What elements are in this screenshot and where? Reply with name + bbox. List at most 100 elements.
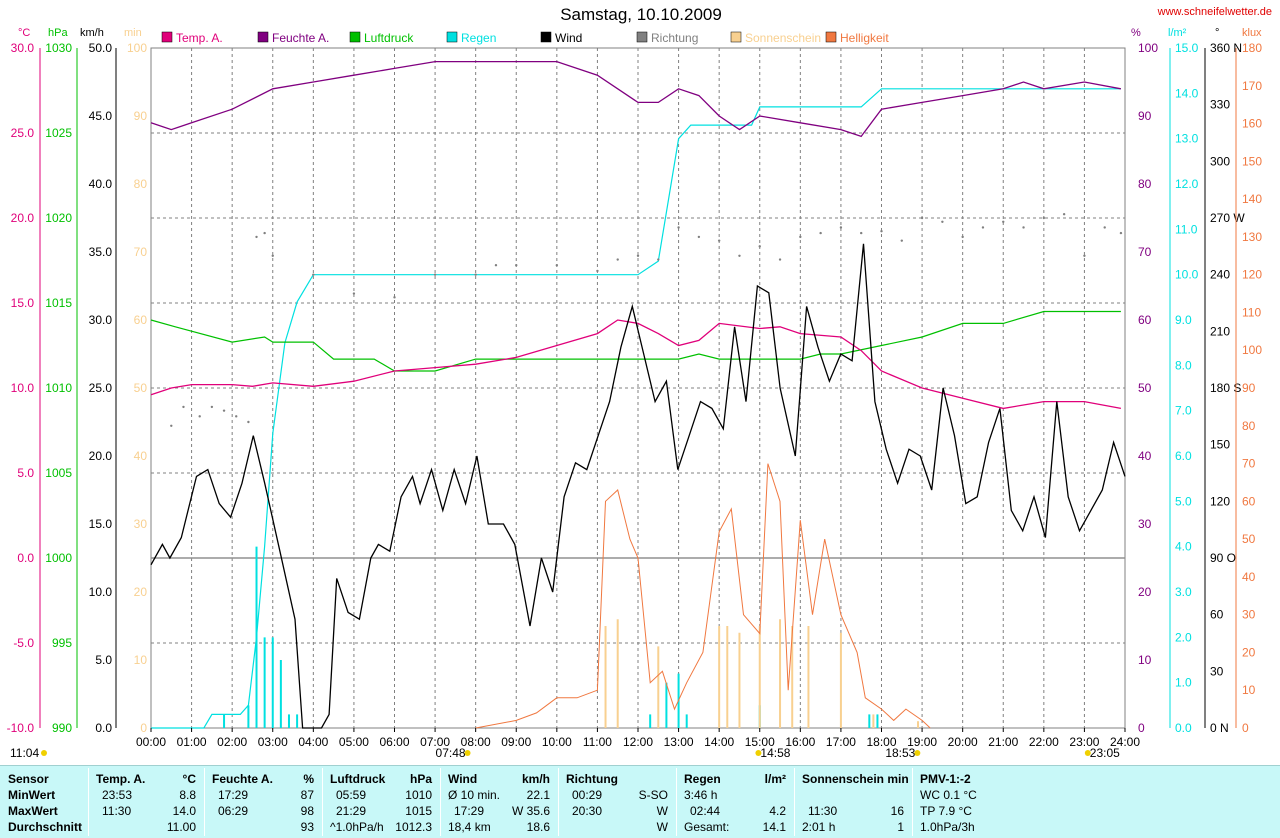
dir-avg-value: W [656, 820, 668, 834]
time-tick: 20:00 [948, 735, 978, 749]
light-tick: 10 [1242, 683, 1256, 697]
pmv-pressure-trend: 1.0hPa/3h [920, 820, 975, 834]
direction-dot [433, 273, 437, 276]
row-min: MinWert [8, 788, 56, 802]
direction-dot [1042, 216, 1046, 220]
time-tick: 15:00 [745, 735, 775, 749]
dir-max-value: W [656, 804, 668, 818]
direction-dot [758, 245, 761, 248]
rain-tick: 8.0 [1175, 358, 1192, 372]
rain-header: Regen [684, 772, 721, 786]
wind-unit: km/h [521, 772, 550, 786]
direction-dot [981, 226, 985, 229]
hum-tick: 50 [1138, 381, 1152, 395]
temp-max-value: 14.0 [172, 804, 196, 818]
temp-header: Temp. A. [96, 772, 146, 786]
time-tick: 13:00 [664, 735, 694, 749]
rain-tick: 1.0 [1175, 676, 1192, 690]
pres-trend: ^1.0hPa/h [330, 820, 384, 834]
sun-tick: 70 [134, 245, 148, 259]
time-tick: 05:00 [339, 735, 369, 749]
time-tick: 22:00 [1029, 735, 1059, 749]
hum-tick: 30 [1138, 517, 1152, 531]
hum-tick: 0 [1138, 721, 1145, 735]
rain-tick: 13.0 [1175, 132, 1199, 146]
direction-dot [596, 269, 599, 273]
pres-tick: 990 [52, 721, 72, 735]
hum-unit: % [303, 772, 314, 786]
hum-tick: 10 [1138, 653, 1152, 667]
pres-tick: 995 [52, 636, 72, 650]
series-line-temp-a [150, 319, 1122, 410]
temp-tick: -10.0 [7, 721, 35, 735]
light-tick: 40 [1242, 570, 1256, 584]
time-tick: 18:00 [866, 735, 896, 749]
rain-total-label: Gesamt: [684, 820, 730, 834]
direction-dot [860, 231, 863, 235]
hum-tick: 100 [1138, 41, 1158, 55]
legend-label: Luftdruck [364, 31, 414, 45]
time-tick: 12:00 [623, 735, 653, 749]
legend-swatch [161, 31, 173, 43]
sun-tick: 100 [127, 41, 147, 55]
sun-marker-icon [1084, 750, 1091, 756]
direction-dot [1062, 213, 1066, 216]
chart-title: Samstag, 10.10.2009 [560, 5, 722, 24]
wind-tick: 15.0 [89, 517, 113, 531]
stats-humidity: Feuchte A.% 17:29 87 06:29 98 93 [204, 766, 322, 838]
rain-tick: 12.0 [1175, 177, 1199, 191]
wind-tick: 0.0 [95, 721, 112, 735]
legend-swatch [825, 31, 837, 43]
direction-dot [170, 424, 173, 427]
legend-swatch [257, 31, 269, 43]
hum-tick: 90 [1138, 109, 1152, 123]
direction-dot [657, 258, 660, 261]
time-tick: 16:00 [785, 735, 815, 749]
time-tick: 19:00 [907, 735, 937, 749]
rain-tick: 10.0 [1175, 268, 1199, 282]
sun-tick: 10 [134, 653, 148, 667]
direction-dot [271, 254, 274, 257]
dir-tick: 360 N [1210, 41, 1242, 55]
site-link[interactable]: www.schneifelwetter.de [1157, 6, 1272, 18]
pres-header: Luftdruck [330, 772, 386, 786]
dir-tick: 90 O [1210, 551, 1236, 565]
dir-unit: ° [1215, 27, 1219, 39]
wind-tick: 10.0 [89, 585, 113, 599]
dir-header: Richtung [566, 772, 618, 786]
wind-avg10-label: Ø 10 min. [448, 788, 501, 802]
sun-avg-value: 1 [897, 820, 904, 834]
hum-tick: 70 [1138, 245, 1152, 259]
pres-tick: 1025 [45, 126, 72, 140]
wind-tick: 50.0 [89, 41, 113, 55]
sunrise-label: 07:48 [436, 746, 466, 760]
dir-tick: 300 [1210, 154, 1230, 168]
direction-dot [636, 254, 640, 257]
rain-tick: 15.0 [1175, 41, 1199, 55]
rain-tick: 5.0 [1175, 494, 1192, 508]
sun-unit: min [124, 27, 142, 39]
dir-tick: 120 [1210, 494, 1230, 508]
time-tick: 04:00 [298, 735, 328, 749]
wind-unit: km/h [80, 27, 104, 39]
light-tick: 30 [1242, 608, 1256, 622]
time-tick: 17:00 [826, 735, 856, 749]
direction-dot [247, 420, 250, 424]
sun-marker-icon [755, 750, 762, 756]
direction-dot [778, 258, 782, 261]
direction-dot [182, 405, 185, 409]
hum-avg-value: 93 [300, 820, 314, 834]
wind-tick: 30.0 [89, 313, 113, 327]
temp-unit: °C [18, 27, 30, 39]
light-tick: 70 [1242, 457, 1256, 471]
sun-max-time: 11:30 [808, 804, 838, 818]
hum-min-time: 17:29 [218, 788, 249, 802]
temp-tick: 20.0 [11, 211, 35, 225]
series-line-wind [150, 243, 1126, 729]
direction-dot [393, 296, 396, 299]
pres-max-time: 21:29 [336, 804, 367, 818]
hum-tick: 80 [1138, 177, 1152, 191]
pres-tick: 1020 [45, 211, 72, 225]
stats-sunshine: Sonnenschein min 11:30 16 2:01 h 1 [794, 766, 912, 838]
dir-tick: 0 N [1210, 721, 1229, 735]
